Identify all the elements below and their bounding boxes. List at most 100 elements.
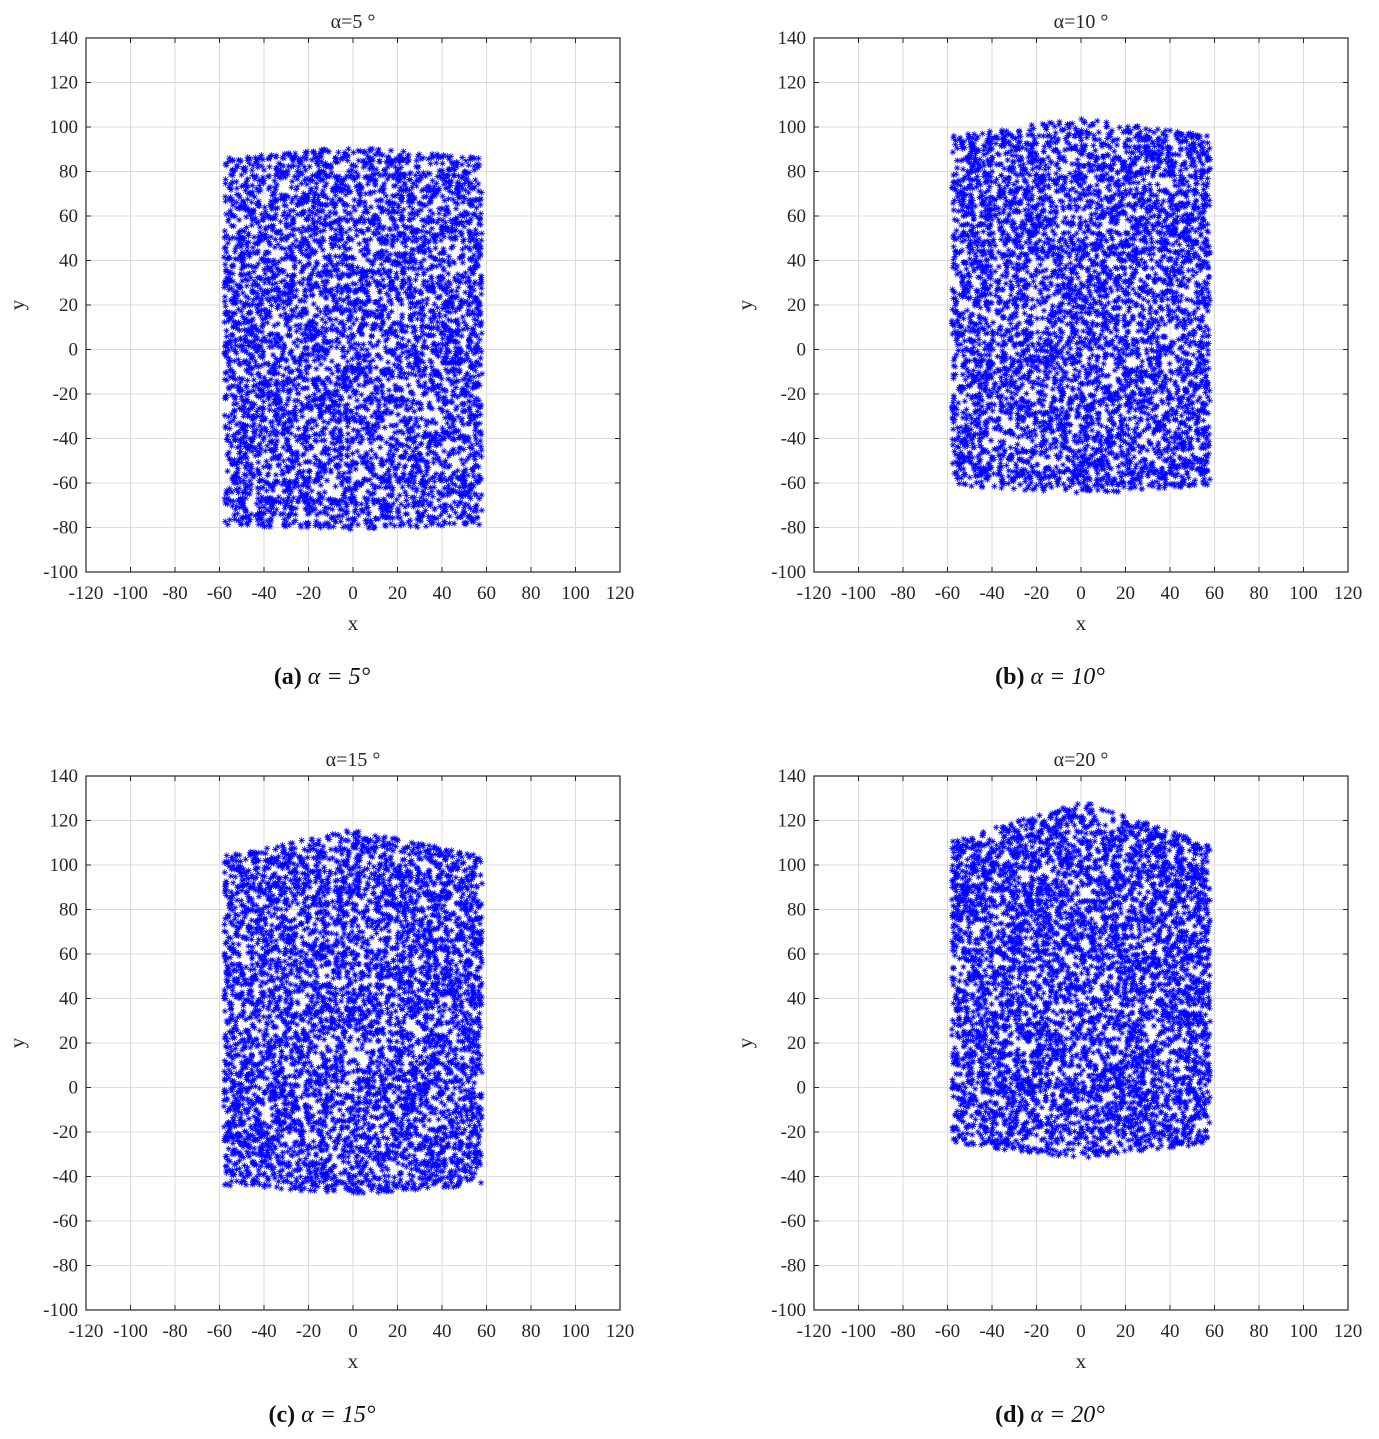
x-tick-label: 80 [522,1321,541,1342]
subfigure-caption: (c) α = 15° [268,1402,375,1428]
x-tick-label: 40 [433,1321,452,1342]
y-tick-label: -60 [781,1211,806,1232]
y-tick-label: 40 [787,251,806,272]
scatter-panel-b: -120 -100 -80 -60 -40 -20 0 20 40 60 80 100 120-100-… [733,11,1362,690]
y-tick-label: 80 [787,162,806,183]
x-tick-label: 120 [606,583,635,604]
y-tick-label: 0 [797,340,807,361]
x-tick-label: 120 [1334,1321,1363,1342]
x-tick-label: 20 [388,1321,407,1342]
y-tick-label: -100 [771,1300,806,1321]
x-tick-label: -120 [69,583,104,604]
x-tick-label: 0 [348,583,358,604]
y-tick-label: -60 [781,473,806,494]
y-tick-label: 120 [778,811,807,832]
x-tick-label: -40 [251,1321,276,1342]
subfigure-caption: (a) α = 5° [274,664,371,690]
x-tick-label: -120 [797,583,832,604]
y-tick-label: -100 [43,1300,78,1321]
x-tick-label: 100 [1289,1321,1318,1342]
x-tick-label: 80 [1250,583,1269,604]
y-tick-label: 60 [59,206,78,227]
scatter-panel-d: -120 -100 -80 -60 -40 -20 0 20 40 60 80 100 120-100-… [733,749,1362,1428]
y-tick-label: -80 [53,518,78,539]
y-tick-label: -100 [43,562,78,583]
plot-title: α=5 ° [331,11,376,33]
y-tick-label: -20 [781,1122,806,1143]
x-tick-label: 40 [433,583,452,604]
y-tick-label: -40 [53,1167,78,1188]
y-tick-label: 20 [59,295,78,316]
x-tick-label: -60 [207,1321,232,1342]
y-tick-label: 0 [69,340,79,361]
x-tick-label: -20 [1024,1321,1049,1342]
scatter-points [948,115,1214,496]
x-tick-label: 20 [388,583,407,604]
x-tick-label: 60 [477,583,496,604]
x-tick-label: -40 [251,583,276,604]
y-tick-label: -40 [781,1167,806,1188]
x-tick-label: -40 [979,583,1004,604]
y-tick-label: 80 [59,162,78,183]
y-tick-label: 140 [778,766,807,787]
y-tick-label: 140 [50,766,79,787]
y-tick-label: -80 [781,518,806,539]
x-tick-label: 100 [561,583,590,604]
x-axis-label: x [1076,1349,1087,1373]
y-tick-label: 40 [59,989,78,1010]
x-tick-label: 0 [348,1321,358,1342]
x-tick-label: -80 [162,1321,187,1342]
x-tick-label: 60 [477,1321,496,1342]
caption-text: α = 15° [301,1402,376,1428]
y-tick-label: -20 [53,384,78,405]
x-tick-label: 80 [522,583,541,604]
y-tick-label: 80 [787,900,806,921]
plot-title: α=20 ° [1054,749,1109,771]
x-tick-label: -60 [935,583,960,604]
x-tick-label: -80 [890,1321,915,1342]
x-tick-label: -80 [890,583,915,604]
y-tick-label: -80 [781,1256,806,1277]
y-tick-label: 40 [59,251,78,272]
y-axis-label: y [733,299,757,310]
x-tick-label: -100 [841,583,876,604]
x-tick-label: -120 [797,1321,832,1342]
y-tick-label: 80 [59,900,78,921]
y-axis-label: y [733,1037,757,1048]
y-tick-label: 140 [50,28,79,49]
x-axis-label: x [348,1349,359,1373]
x-axis-label: x [348,611,359,635]
y-tick-label: 20 [787,295,806,316]
x-tick-label: -120 [69,1321,104,1342]
x-tick-label: -20 [296,583,321,604]
caption-letter: (c) [268,1402,295,1428]
x-tick-label: 120 [1334,583,1363,604]
y-axis-label: y [5,1037,29,1048]
x-tick-label: 120 [606,1321,635,1342]
x-tick-label: 20 [1116,1321,1135,1342]
y-tick-label: 140 [778,28,807,49]
y-tick-label: 20 [787,1033,806,1054]
x-tick-label: 0 [1076,583,1086,604]
y-tick-label: 120 [50,811,79,832]
y-tick-label: 60 [59,944,78,965]
y-tick-label: 100 [50,855,79,876]
y-tick-label: 100 [50,117,79,138]
y-tick-label: 0 [797,1078,807,1099]
y-tick-label: -100 [771,562,806,583]
y-tick-label: -40 [781,429,806,450]
y-tick-label: 0 [69,1078,79,1099]
x-tick-label: 80 [1250,1321,1269,1342]
x-tick-label: -20 [296,1321,321,1342]
y-axis-label: y [5,299,29,310]
x-tick-label: -100 [113,1321,148,1342]
caption-letter: (d) [995,1402,1024,1428]
x-axis-label: x [1076,611,1087,635]
x-tick-label: 60 [1205,1321,1224,1342]
x-tick-label: 100 [561,1321,590,1342]
ticks: -120 -100 -80 -60 -40 -20 0 20 40 60 80 100 120-100-… [43,28,634,604]
caption-text: α = 10° [1030,664,1105,690]
x-tick-label: 60 [1205,583,1224,604]
plot-title: α=10 ° [1054,11,1109,33]
